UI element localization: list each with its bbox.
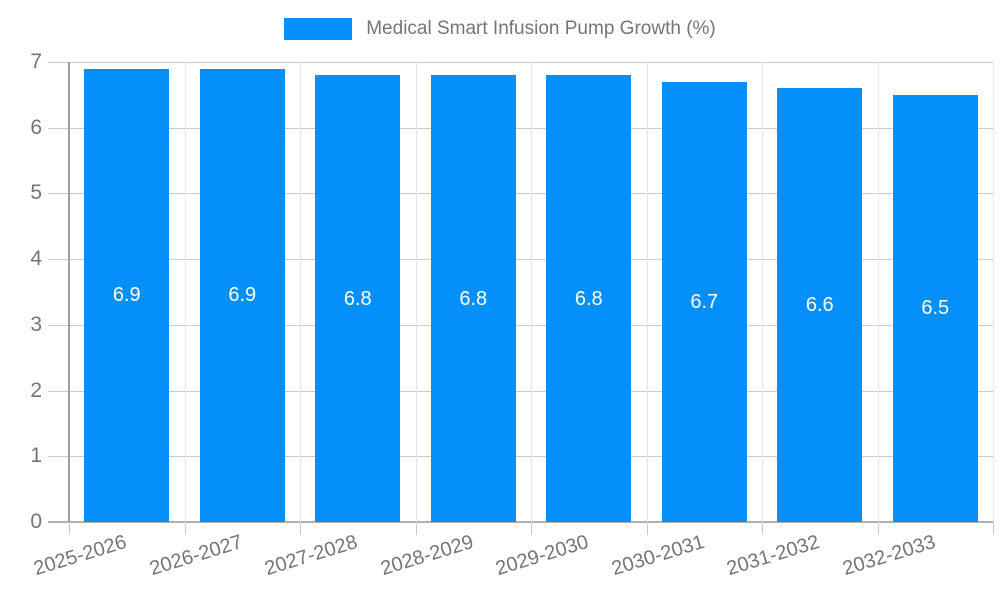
gridline-horizontal [48, 324, 993, 326]
bar-2032-2033[interactable]: 6.5 [892, 94, 978, 522]
bar-2030-2031[interactable]: 6.7 [661, 81, 747, 522]
bar-2027-2028[interactable]: 6.8 [315, 75, 401, 522]
y-axis-tick-label: 7 [30, 50, 42, 73]
x-axis-category-label: 2026-2027 [146, 531, 245, 581]
gridline-horizontal [48, 390, 993, 392]
x-axis-tick [300, 522, 301, 535]
x-axis-tick [531, 522, 532, 535]
x-axis-category-label: 2029-2030 [493, 531, 592, 581]
bar-value-label: 6.9 [228, 284, 257, 307]
y-axis-tick-label: 2 [30, 378, 42, 402]
gridline-vertical [646, 62, 648, 522]
x-axis-tick [646, 522, 648, 535]
bar-value-label: 6.8 [459, 287, 488, 310]
x-axis-tick [415, 522, 417, 535]
gridline-vertical [300, 62, 301, 522]
legend-label: Medical Smart Infusion Pump Growth (%) [366, 18, 716, 39]
y-axis-line [68, 62, 70, 522]
bar-2025-2026[interactable]: 6.9 [84, 68, 170, 522]
gridline-horizontal [48, 127, 993, 129]
bar-2031-2032[interactable]: 6.6 [777, 88, 863, 522]
bar-value-label: 6.7 [690, 290, 719, 313]
x-axis-baseline [48, 521, 993, 523]
bar-2029-2030[interactable]: 6.8 [546, 75, 632, 522]
x-axis-tick [993, 522, 994, 535]
legend-swatch [284, 18, 353, 40]
gridline-horizontal [48, 193, 993, 195]
y-axis-tick-label: 3 [30, 312, 42, 336]
x-axis-category-label: 2030-2031 [608, 531, 707, 581]
x-axis-category-label: 2025-2026 [31, 531, 130, 581]
bar-value-label: 6.8 [343, 287, 372, 310]
gridline-horizontal [48, 456, 993, 458]
x-axis-tick [762, 522, 763, 535]
x-axis-category-label: 2027-2028 [262, 531, 361, 581]
gridline-vertical [877, 62, 879, 522]
x-axis-category-label: 2031-2032 [724, 531, 823, 581]
gridline-vertical [993, 62, 994, 522]
bar-value-label: 6.8 [574, 287, 603, 310]
bar-value-label: 6.6 [805, 294, 834, 317]
gridline-horizontal [48, 62, 993, 63]
x-axis-tick [877, 522, 879, 535]
x-axis-tick [69, 522, 70, 535]
y-axis-tick-label: 1 [30, 444, 42, 468]
y-axis-tick-label: 5 [30, 181, 42, 205]
y-axis-tick-label: 6 [30, 115, 42, 139]
gridline-vertical [531, 62, 532, 522]
bar-value-label: 6.9 [112, 284, 141, 307]
bar-value-label: 6.5 [921, 297, 950, 320]
x-axis-category-label: 2032-2033 [839, 531, 938, 581]
gridline-vertical [415, 62, 417, 522]
bar-2028-2029[interactable]: 6.8 [430, 75, 516, 522]
y-axis-tick-label: 0 [30, 510, 42, 533]
x-axis-category-label: 2028-2029 [377, 531, 476, 581]
gridline-horizontal [48, 259, 993, 261]
chart-legend: Medical Smart Infusion Pump Growth (%) [0, 18, 1000, 40]
y-axis-tick-label: 4 [30, 247, 42, 271]
x-axis-tick [184, 522, 186, 535]
gridline-vertical [184, 62, 186, 522]
bar-2026-2027[interactable]: 6.9 [199, 68, 285, 522]
gridline-vertical [762, 62, 763, 522]
